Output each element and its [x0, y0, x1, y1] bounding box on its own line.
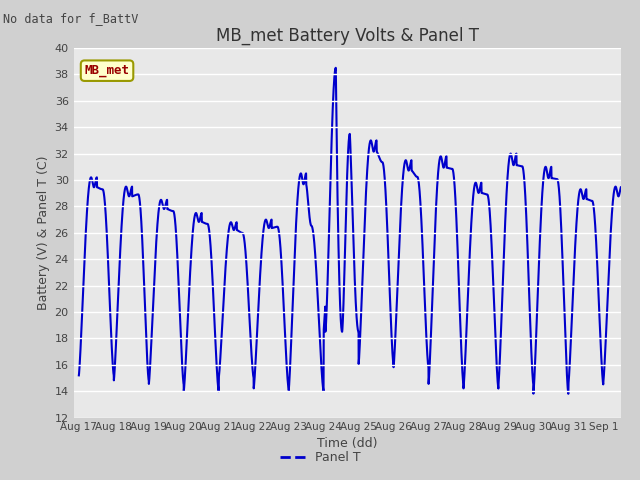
Legend: Panel T: Panel T [275, 446, 365, 469]
Text: No data for f_BattV: No data for f_BattV [3, 12, 139, 25]
Text: MB_met: MB_met [84, 64, 129, 77]
Y-axis label: Battery (V) & Panel T (C): Battery (V) & Panel T (C) [37, 156, 51, 310]
Title: MB_met Battery Volts & Panel T: MB_met Battery Volts & Panel T [216, 27, 479, 45]
X-axis label: Time (dd): Time (dd) [317, 437, 378, 450]
